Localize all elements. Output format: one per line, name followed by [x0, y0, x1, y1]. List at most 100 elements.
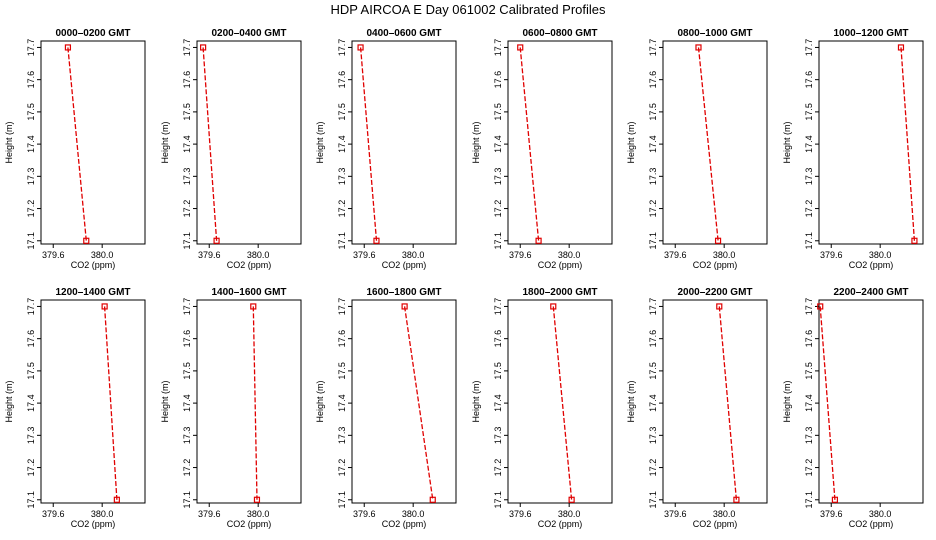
y-tick-label: 17.4	[26, 135, 36, 153]
y-tick-label: 17.7	[804, 39, 814, 57]
y-tick-label: 17.7	[648, 298, 658, 316]
y-tick-label: 17.7	[493, 298, 503, 316]
y-tick-label: 17.1	[182, 232, 192, 250]
y-tick-label: 17.1	[648, 232, 658, 250]
y-tick-label: 17.1	[182, 491, 192, 509]
y-tick-label: 17.1	[804, 232, 814, 250]
y-tick-label: 17.7	[337, 298, 347, 316]
y-tick-label: 17.5	[337, 362, 347, 380]
y-axis-label: Height (m)	[4, 121, 14, 163]
x-axis-label: CO2 (ppm)	[382, 260, 427, 270]
data-point	[357, 44, 364, 51]
plot-frame	[662, 40, 768, 245]
y-tick-label: 17.3	[26, 168, 36, 186]
plot-frame	[662, 299, 768, 504]
y-tick-label: 17.1	[493, 232, 503, 250]
y-tick-label: 17.7	[182, 298, 192, 316]
x-tick-label: 380.0	[869, 509, 892, 519]
y-tick-label: 17.3	[648, 168, 658, 186]
panel-1: 0000–0200 GMT 17.1 17.2 17.3 17.4 17.5 17.6 17.…	[4, 28, 146, 270]
x-tick-label: 379.6	[664, 509, 687, 519]
y-tick-label: 17.7	[804, 298, 814, 316]
y-axis-label: Height (m)	[315, 121, 325, 163]
y-tick-label: 17.5	[182, 362, 192, 380]
panel-7: 1200–1400 GMT 17.1 17.2 17.3 17.4 17.5 17.6 17.…	[4, 287, 146, 529]
x-tick-label: 379.6	[353, 509, 376, 519]
y-tick-label: 17.5	[804, 362, 814, 380]
plot-frame	[196, 40, 302, 245]
x-tick-label: 379.6	[664, 250, 687, 260]
y-tick-label: 17.2	[26, 459, 36, 477]
data-point	[373, 237, 380, 244]
x-axis-label: CO2 (ppm)	[382, 519, 427, 529]
y-tick-label: 17.7	[26, 39, 36, 57]
y-tick-label: 17.4	[26, 394, 36, 412]
data-point	[213, 237, 220, 244]
plot-frame	[507, 299, 613, 504]
data-point	[568, 496, 575, 503]
y-tick-label: 17.3	[182, 427, 192, 445]
data-point	[64, 44, 72, 51]
y-tick-label: 17.2	[648, 459, 658, 477]
panel-8: 1400–1600 GMT 17.1 17.2 17.3 17.4 17.5 17.6 17.…	[160, 287, 302, 529]
y-tick-label: 17.3	[493, 168, 503, 186]
panel-title: 0400–0600 GMT	[366, 28, 441, 39]
series-line	[67, 47, 87, 241]
x-tick-label: 380.0	[247, 509, 270, 519]
y-tick-label: 17.5	[182, 103, 192, 121]
y-tick-label: 17.4	[182, 135, 192, 153]
y-tick-label: 17.4	[648, 135, 658, 153]
y-tick-label: 17.4	[648, 394, 658, 412]
y-axis-label: Height (m)	[160, 121, 170, 163]
y-tick-label: 17.6	[648, 71, 658, 89]
y-tick-label: 17.7	[26, 298, 36, 316]
y-tick-label: 17.1	[337, 491, 347, 509]
data-point	[101, 303, 108, 310]
panel-title: 1000–1200 GMT	[833, 28, 908, 39]
data-point	[550, 303, 557, 310]
y-tick-label: 17.4	[493, 394, 503, 412]
y-tick-label: 17.6	[337, 330, 347, 348]
y-tick-label: 17.4	[182, 394, 192, 412]
y-tick-label: 17.7	[182, 39, 192, 57]
data-point	[535, 237, 542, 244]
x-tick-label: 380.0	[869, 250, 892, 260]
x-axis-label: CO2 (ppm)	[538, 260, 583, 270]
data-point	[401, 303, 408, 310]
x-axis-label: CO2 (ppm)	[693, 519, 738, 529]
panel-12: 2200–2400 GMT 17.1 17.2 17.3 17.4 17.5 17.6 17.…	[782, 287, 924, 529]
plot-frame	[818, 40, 924, 245]
panel-title: 0000–0200 GMT	[55, 28, 130, 39]
series-line	[252, 306, 258, 500]
panel-title: 0600–0800 GMT	[522, 28, 597, 39]
x-axis-label: CO2 (ppm)	[71, 260, 116, 270]
x-axis-label: CO2 (ppm)	[227, 519, 272, 529]
y-tick-label: 17.2	[182, 459, 192, 477]
data-point	[733, 496, 740, 503]
x-tick-label: 379.6	[509, 509, 532, 519]
y-tick-label: 17.2	[337, 200, 347, 218]
y-tick-label: 17.7	[648, 39, 658, 57]
y-tick-label: 17.6	[26, 71, 36, 89]
panel-grid: 0000–0200 GMT 17.1 17.2 17.3 17.4 17.5 17.6 17.…	[4, 28, 924, 529]
x-tick-label: 379.6	[509, 250, 532, 260]
series-line	[819, 306, 836, 500]
y-tick-label: 17.6	[182, 71, 192, 89]
y-tick-label: 17.5	[493, 103, 503, 121]
panel-6: 1000–1200 GMT 17.1 17.2 17.3 17.4 17.5 17.6 17.…	[782, 28, 924, 270]
data-point	[113, 496, 120, 503]
x-tick-label: 380.0	[558, 509, 581, 519]
series-line	[519, 47, 540, 241]
y-tick-label: 17.3	[337, 427, 347, 445]
series-line	[900, 47, 916, 241]
y-tick-label: 17.2	[182, 200, 192, 218]
x-tick-label: 380.0	[713, 250, 736, 260]
x-tick-label: 379.6	[353, 250, 376, 260]
data-point	[200, 44, 207, 51]
y-axis-label: Height (m)	[626, 380, 636, 422]
y-tick-label: 17.7	[337, 39, 347, 57]
y-tick-label: 17.2	[804, 200, 814, 218]
series-line	[552, 306, 573, 500]
data-point	[429, 496, 436, 503]
